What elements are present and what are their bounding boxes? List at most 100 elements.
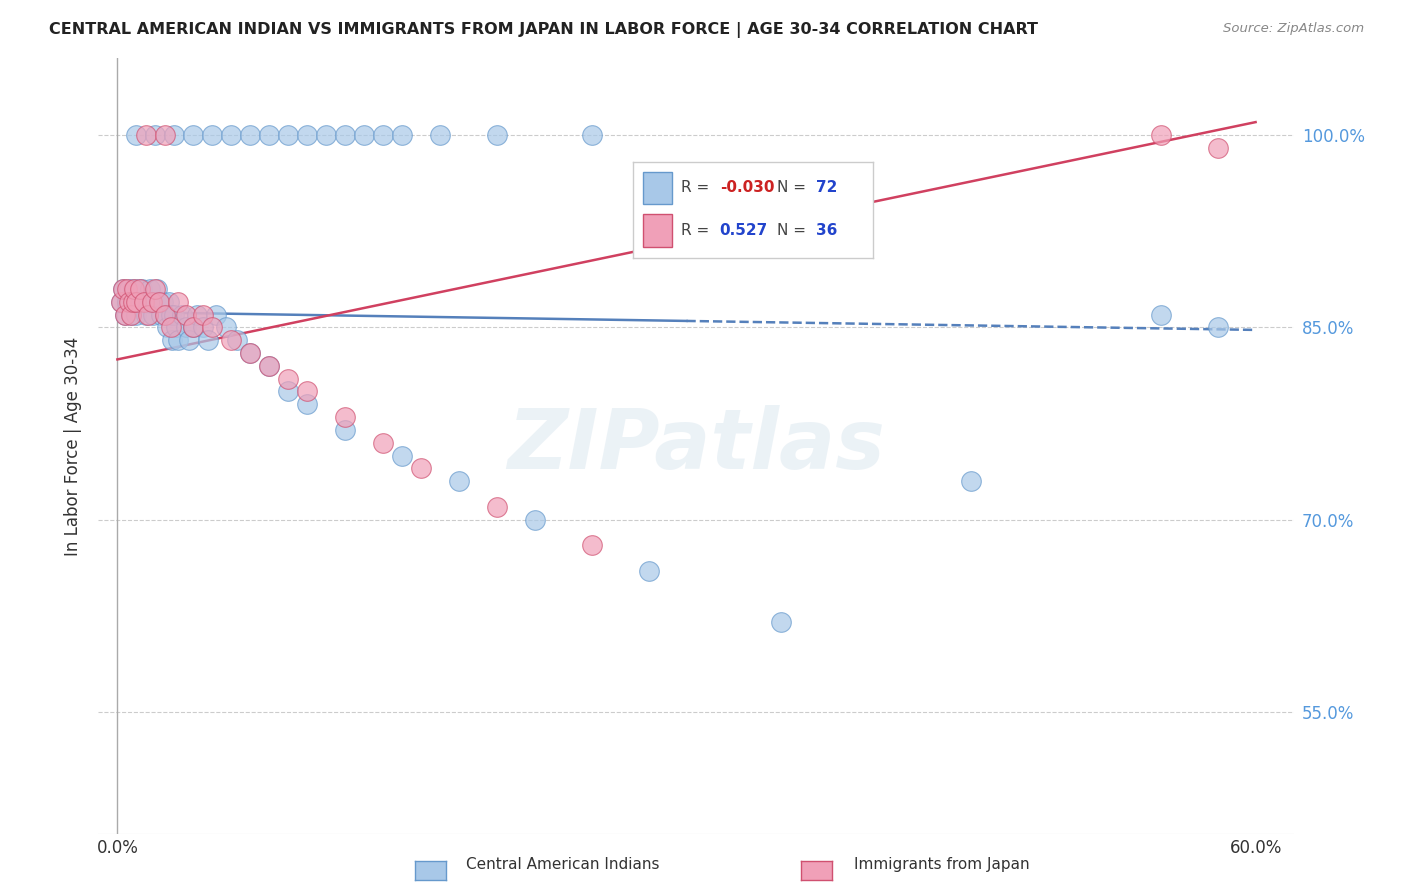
Point xyxy=(174,320,197,334)
Point xyxy=(124,282,146,296)
Point xyxy=(146,282,169,296)
Point xyxy=(197,333,219,347)
Point xyxy=(162,333,184,347)
Point xyxy=(127,282,149,296)
Point xyxy=(121,282,143,296)
Point xyxy=(114,308,136,322)
Point xyxy=(391,449,413,463)
Point xyxy=(1150,128,1173,142)
Text: R =: R = xyxy=(682,180,714,195)
Point xyxy=(112,282,135,296)
Point xyxy=(333,128,356,142)
Point xyxy=(150,308,173,322)
Text: R =: R = xyxy=(682,223,714,238)
Point xyxy=(143,282,166,296)
Point xyxy=(960,475,983,489)
Point xyxy=(156,320,179,334)
Point xyxy=(1206,141,1229,155)
Point xyxy=(138,282,160,296)
Point xyxy=(257,359,280,373)
Point xyxy=(115,282,138,296)
Point xyxy=(181,320,204,334)
Point xyxy=(315,128,337,142)
Point xyxy=(181,128,204,142)
Point xyxy=(174,308,197,322)
Point xyxy=(277,372,299,386)
Point xyxy=(142,308,165,322)
Point xyxy=(124,294,146,309)
Point xyxy=(163,128,186,142)
Point xyxy=(129,294,152,309)
Point xyxy=(143,128,166,142)
Point xyxy=(125,294,148,309)
Point xyxy=(277,384,299,399)
Point xyxy=(118,294,141,309)
Point xyxy=(295,397,318,411)
Point xyxy=(114,308,136,322)
Point xyxy=(129,282,152,296)
Point xyxy=(181,320,204,334)
Point xyxy=(153,308,176,322)
Point xyxy=(447,475,470,489)
Point xyxy=(581,538,603,552)
Point xyxy=(118,282,141,296)
Point xyxy=(225,333,247,347)
Point xyxy=(205,308,228,322)
Point xyxy=(333,423,356,437)
Point xyxy=(125,308,148,322)
Text: Source: ZipAtlas.com: Source: ZipAtlas.com xyxy=(1223,22,1364,36)
Text: Immigrants from Japan: Immigrants from Japan xyxy=(855,857,1029,872)
Point xyxy=(485,500,508,514)
Point xyxy=(167,333,190,347)
Point xyxy=(219,128,242,142)
Point xyxy=(159,320,181,334)
Point xyxy=(186,308,208,322)
Point xyxy=(153,128,176,142)
Point xyxy=(219,333,242,347)
Point xyxy=(191,320,214,334)
Point xyxy=(131,282,153,296)
Text: CENTRAL AMERICAN INDIAN VS IMMIGRANTS FROM JAPAN IN LABOR FORCE | AGE 30-34 CORR: CENTRAL AMERICAN INDIAN VS IMMIGRANTS FR… xyxy=(49,22,1038,38)
Text: 0.527: 0.527 xyxy=(720,223,768,238)
Point xyxy=(157,294,180,309)
Point xyxy=(163,308,186,322)
Point xyxy=(148,294,170,309)
Point xyxy=(165,320,187,334)
Point xyxy=(141,294,163,309)
Point xyxy=(141,294,163,309)
Point xyxy=(637,564,659,578)
Bar xyxy=(643,171,672,204)
Point xyxy=(125,128,148,142)
Point xyxy=(132,294,155,309)
Y-axis label: In Labor Force | Age 30-34: In Labor Force | Age 30-34 xyxy=(65,336,83,556)
Point xyxy=(201,128,224,142)
Point xyxy=(214,320,236,334)
Text: 72: 72 xyxy=(815,180,837,195)
Point xyxy=(152,294,174,309)
Point xyxy=(115,294,138,309)
Point xyxy=(295,384,318,399)
Text: N =: N = xyxy=(778,223,811,238)
Point xyxy=(277,128,299,142)
Point xyxy=(135,128,157,142)
Point xyxy=(110,294,132,309)
Point xyxy=(295,128,318,142)
Point xyxy=(136,294,159,309)
Point xyxy=(135,308,157,322)
Point xyxy=(523,513,546,527)
Point xyxy=(333,410,356,425)
Point xyxy=(1150,308,1173,322)
Point xyxy=(239,128,262,142)
Point xyxy=(136,308,159,322)
Point xyxy=(371,435,394,450)
Text: N =: N = xyxy=(778,180,811,195)
Point xyxy=(120,308,142,322)
Point xyxy=(110,294,132,309)
Point xyxy=(201,320,224,334)
Point xyxy=(159,308,181,322)
Text: ZIPatlas: ZIPatlas xyxy=(508,406,884,486)
Text: 36: 36 xyxy=(815,223,837,238)
Point xyxy=(167,294,190,309)
Point xyxy=(257,128,280,142)
Point xyxy=(239,346,262,360)
